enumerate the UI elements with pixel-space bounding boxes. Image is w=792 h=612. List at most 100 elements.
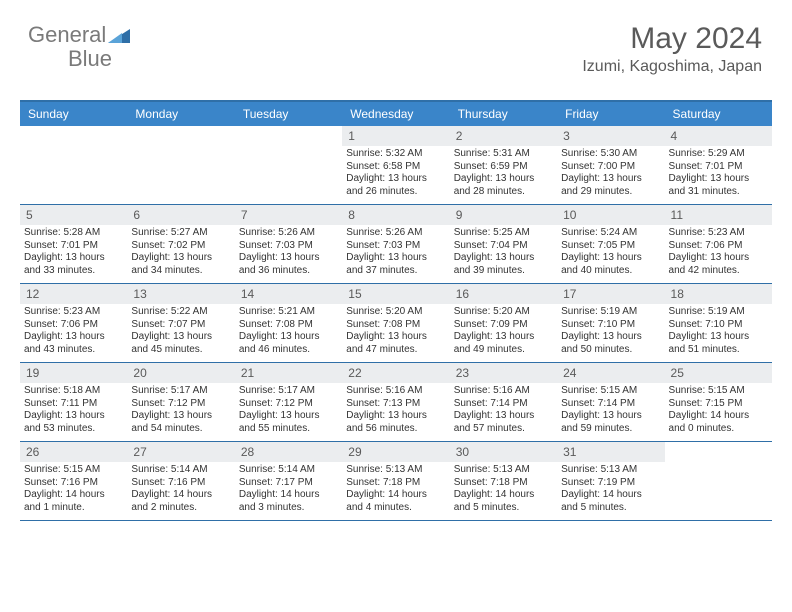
- day-cell: 22Sunrise: 5:16 AMSunset: 7:13 PMDayligh…: [342, 363, 449, 441]
- day-details: Sunrise: 5:15 AMSunset: 7:16 PMDaylight:…: [20, 462, 127, 518]
- day-cell: 20Sunrise: 5:17 AMSunset: 7:12 PMDayligh…: [127, 363, 234, 441]
- day-number: 7: [235, 205, 342, 225]
- day-cell: 27Sunrise: 5:14 AMSunset: 7:16 PMDayligh…: [127, 442, 234, 520]
- day-number: 11: [665, 205, 772, 225]
- title-block: May 2024 Izumi, Kagoshima, Japan: [582, 22, 762, 76]
- day-cell: 15Sunrise: 5:20 AMSunset: 7:08 PMDayligh…: [342, 284, 449, 362]
- day-details: Sunrise: 5:19 AMSunset: 7:10 PMDaylight:…: [557, 304, 664, 360]
- day-details: Sunrise: 5:29 AMSunset: 7:01 PMDaylight:…: [665, 146, 772, 202]
- day-number: 19: [20, 363, 127, 383]
- brand-name-right: Blue: [68, 46, 112, 72]
- day-cell: 8Sunrise: 5:26 AMSunset: 7:03 PMDaylight…: [342, 205, 449, 283]
- day-cell: 23Sunrise: 5:16 AMSunset: 7:14 PMDayligh…: [450, 363, 557, 441]
- day-cell: 26Sunrise: 5:15 AMSunset: 7:16 PMDayligh…: [20, 442, 127, 520]
- day-number: 15: [342, 284, 449, 304]
- weekday-header: Friday: [557, 102, 664, 126]
- day-details: Sunrise: 5:17 AMSunset: 7:12 PMDaylight:…: [127, 383, 234, 439]
- day-number: 26: [20, 442, 127, 462]
- month-title: May 2024: [582, 22, 762, 56]
- day-details: Sunrise: 5:14 AMSunset: 7:16 PMDaylight:…: [127, 462, 234, 518]
- day-number: 13: [127, 284, 234, 304]
- weekday-header: Sunday: [20, 102, 127, 126]
- weekday-header: Tuesday: [235, 102, 342, 126]
- day-number: 24: [557, 363, 664, 383]
- day-cell: 1Sunrise: 5:32 AMSunset: 6:58 PMDaylight…: [342, 126, 449, 204]
- day-details: Sunrise: 5:14 AMSunset: 7:17 PMDaylight:…: [235, 462, 342, 518]
- day-number: 25: [665, 363, 772, 383]
- day-details: Sunrise: 5:23 AMSunset: 7:06 PMDaylight:…: [20, 304, 127, 360]
- day-cell: 17Sunrise: 5:19 AMSunset: 7:10 PMDayligh…: [557, 284, 664, 362]
- day-cell: 13Sunrise: 5:22 AMSunset: 7:07 PMDayligh…: [127, 284, 234, 362]
- day-cell: 5Sunrise: 5:28 AMSunset: 7:01 PMDaylight…: [20, 205, 127, 283]
- day-number: 14: [235, 284, 342, 304]
- day-cell: 0: [235, 126, 342, 204]
- day-number: 21: [235, 363, 342, 383]
- brand-logo: General Blue: [28, 22, 130, 48]
- day-cell: 9Sunrise: 5:25 AMSunset: 7:04 PMDaylight…: [450, 205, 557, 283]
- day-number: 17: [557, 284, 664, 304]
- day-details: Sunrise: 5:26 AMSunset: 7:03 PMDaylight:…: [342, 225, 449, 281]
- day-number: 28: [235, 442, 342, 462]
- day-cell: 11Sunrise: 5:23 AMSunset: 7:06 PMDayligh…: [665, 205, 772, 283]
- week-row: 26Sunrise: 5:15 AMSunset: 7:16 PMDayligh…: [20, 442, 772, 521]
- day-details: Sunrise: 5:17 AMSunset: 7:12 PMDaylight:…: [235, 383, 342, 439]
- day-number: 22: [342, 363, 449, 383]
- weekday-header: Thursday: [450, 102, 557, 126]
- day-number: 27: [127, 442, 234, 462]
- day-details: Sunrise: 5:27 AMSunset: 7:02 PMDaylight:…: [127, 225, 234, 281]
- day-cell: 0: [665, 442, 772, 520]
- day-number: 3: [557, 126, 664, 146]
- week-row: 5Sunrise: 5:28 AMSunset: 7:01 PMDaylight…: [20, 205, 772, 284]
- day-details: Sunrise: 5:21 AMSunset: 7:08 PMDaylight:…: [235, 304, 342, 360]
- day-cell: 10Sunrise: 5:24 AMSunset: 7:05 PMDayligh…: [557, 205, 664, 283]
- location-subtitle: Izumi, Kagoshima, Japan: [582, 58, 762, 76]
- day-cell: 21Sunrise: 5:17 AMSunset: 7:12 PMDayligh…: [235, 363, 342, 441]
- day-cell: 0: [20, 126, 127, 204]
- day-number: 20: [127, 363, 234, 383]
- day-details: Sunrise: 5:20 AMSunset: 7:08 PMDaylight:…: [342, 304, 449, 360]
- day-details: Sunrise: 5:13 AMSunset: 7:19 PMDaylight:…: [557, 462, 664, 518]
- day-details: Sunrise: 5:30 AMSunset: 7:00 PMDaylight:…: [557, 146, 664, 202]
- calendar-table: SundayMondayTuesdayWednesdayThursdayFrid…: [20, 100, 772, 521]
- day-number: 2: [450, 126, 557, 146]
- day-details: Sunrise: 5:18 AMSunset: 7:11 PMDaylight:…: [20, 383, 127, 439]
- weekday-header: Monday: [127, 102, 234, 126]
- day-cell: 19Sunrise: 5:18 AMSunset: 7:11 PMDayligh…: [20, 363, 127, 441]
- weekday-header-row: SundayMondayTuesdayWednesdayThursdayFrid…: [20, 102, 772, 126]
- day-number: 1: [342, 126, 449, 146]
- day-details: Sunrise: 5:22 AMSunset: 7:07 PMDaylight:…: [127, 304, 234, 360]
- day-number: 8: [342, 205, 449, 225]
- day-details: Sunrise: 5:13 AMSunset: 7:18 PMDaylight:…: [450, 462, 557, 518]
- week-row: 0001Sunrise: 5:32 AMSunset: 6:58 PMDayli…: [20, 126, 772, 205]
- day-number: 9: [450, 205, 557, 225]
- day-details: Sunrise: 5:15 AMSunset: 7:14 PMDaylight:…: [557, 383, 664, 439]
- day-details: Sunrise: 5:31 AMSunset: 6:59 PMDaylight:…: [450, 146, 557, 202]
- week-row: 19Sunrise: 5:18 AMSunset: 7:11 PMDayligh…: [20, 363, 772, 442]
- day-number: 6: [127, 205, 234, 225]
- day-cell: 7Sunrise: 5:26 AMSunset: 7:03 PMDaylight…: [235, 205, 342, 283]
- day-cell: 30Sunrise: 5:13 AMSunset: 7:18 PMDayligh…: [450, 442, 557, 520]
- day-details: Sunrise: 5:15 AMSunset: 7:15 PMDaylight:…: [665, 383, 772, 439]
- day-cell: 6Sunrise: 5:27 AMSunset: 7:02 PMDaylight…: [127, 205, 234, 283]
- brand-name-left: General: [28, 22, 106, 48]
- day-number: 5: [20, 205, 127, 225]
- brand-triangle-icon: [108, 27, 130, 43]
- day-details: Sunrise: 5:20 AMSunset: 7:09 PMDaylight:…: [450, 304, 557, 360]
- day-details: Sunrise: 5:24 AMSunset: 7:05 PMDaylight:…: [557, 225, 664, 281]
- day-cell: 2Sunrise: 5:31 AMSunset: 6:59 PMDaylight…: [450, 126, 557, 204]
- day-cell: 18Sunrise: 5:19 AMSunset: 7:10 PMDayligh…: [665, 284, 772, 362]
- day-details: Sunrise: 5:32 AMSunset: 6:58 PMDaylight:…: [342, 146, 449, 202]
- day-cell: 3Sunrise: 5:30 AMSunset: 7:00 PMDaylight…: [557, 126, 664, 204]
- day-number: 18: [665, 284, 772, 304]
- day-details: Sunrise: 5:16 AMSunset: 7:14 PMDaylight:…: [450, 383, 557, 439]
- day-cell: 4Sunrise: 5:29 AMSunset: 7:01 PMDaylight…: [665, 126, 772, 204]
- day-details: Sunrise: 5:19 AMSunset: 7:10 PMDaylight:…: [665, 304, 772, 360]
- day-cell: 0: [127, 126, 234, 204]
- day-number: 4: [665, 126, 772, 146]
- day-cell: 14Sunrise: 5:21 AMSunset: 7:08 PMDayligh…: [235, 284, 342, 362]
- day-details: Sunrise: 5:16 AMSunset: 7:13 PMDaylight:…: [342, 383, 449, 439]
- day-details: Sunrise: 5:23 AMSunset: 7:06 PMDaylight:…: [665, 225, 772, 281]
- week-row: 12Sunrise: 5:23 AMSunset: 7:06 PMDayligh…: [20, 284, 772, 363]
- day-number: 29: [342, 442, 449, 462]
- day-cell: 12Sunrise: 5:23 AMSunset: 7:06 PMDayligh…: [20, 284, 127, 362]
